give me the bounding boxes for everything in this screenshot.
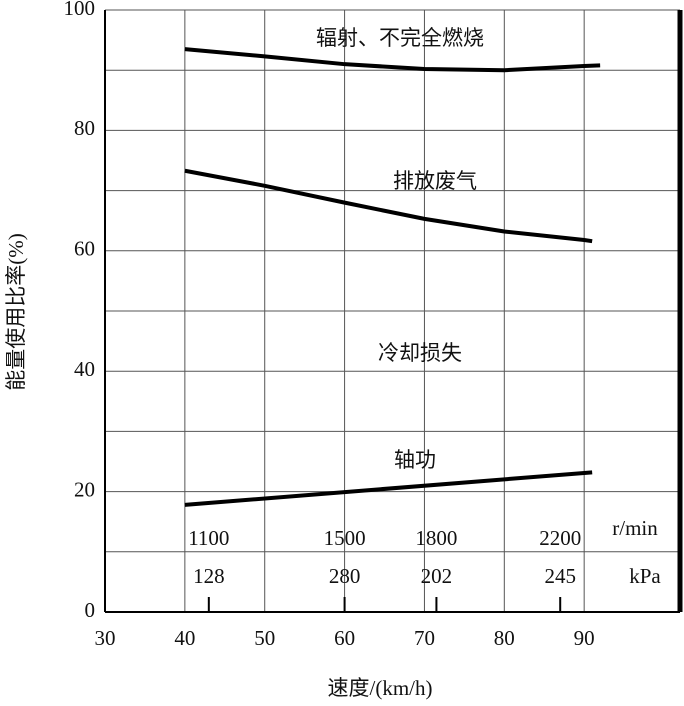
line xyxy=(184,168,593,244)
x-tick-label: 70 xyxy=(414,626,435,650)
pressure-label: 280 xyxy=(329,564,361,588)
pressure-label: 202 xyxy=(421,564,453,588)
pressure-label: 128 xyxy=(193,564,225,588)
rpm-unit: r/min xyxy=(612,516,658,540)
x-tick-label: 90 xyxy=(574,626,595,650)
rpm-label: 1800 xyxy=(415,526,457,550)
line xyxy=(184,470,593,507)
rpm-label: 1500 xyxy=(324,526,366,550)
annotation: 冷却损失 xyxy=(378,341,462,365)
rpm-label: 2200 xyxy=(539,526,581,550)
line xyxy=(184,47,601,73)
pressure-unit: kPa xyxy=(629,564,661,588)
y-tick-label: 80 xyxy=(74,116,95,140)
pressure-label: 245 xyxy=(544,564,576,588)
x-axis-label: 速度/(km/h) xyxy=(328,676,433,700)
x-tick-label: 80 xyxy=(494,626,515,650)
y-tick-label: 20 xyxy=(74,477,95,501)
x-tick-label: 50 xyxy=(254,626,275,650)
series-label: 轴功 xyxy=(394,448,436,472)
rpm-label: 1100 xyxy=(188,526,229,550)
series-label: 辐射、不完全燃烧 xyxy=(316,26,484,50)
x-tick-label: 40 xyxy=(174,626,195,650)
y-tick-label: 60 xyxy=(74,237,95,261)
x-tick-label: 60 xyxy=(334,626,355,650)
y-axis-label: 能量使用比率(%) xyxy=(4,233,28,390)
x-tick-label: 30 xyxy=(95,626,116,650)
y-tick-label: 100 xyxy=(64,0,96,20)
series-label: 排放废气 xyxy=(393,169,477,193)
y-tick-label: 40 xyxy=(74,357,95,381)
y-tick-label: 0 xyxy=(85,598,96,622)
